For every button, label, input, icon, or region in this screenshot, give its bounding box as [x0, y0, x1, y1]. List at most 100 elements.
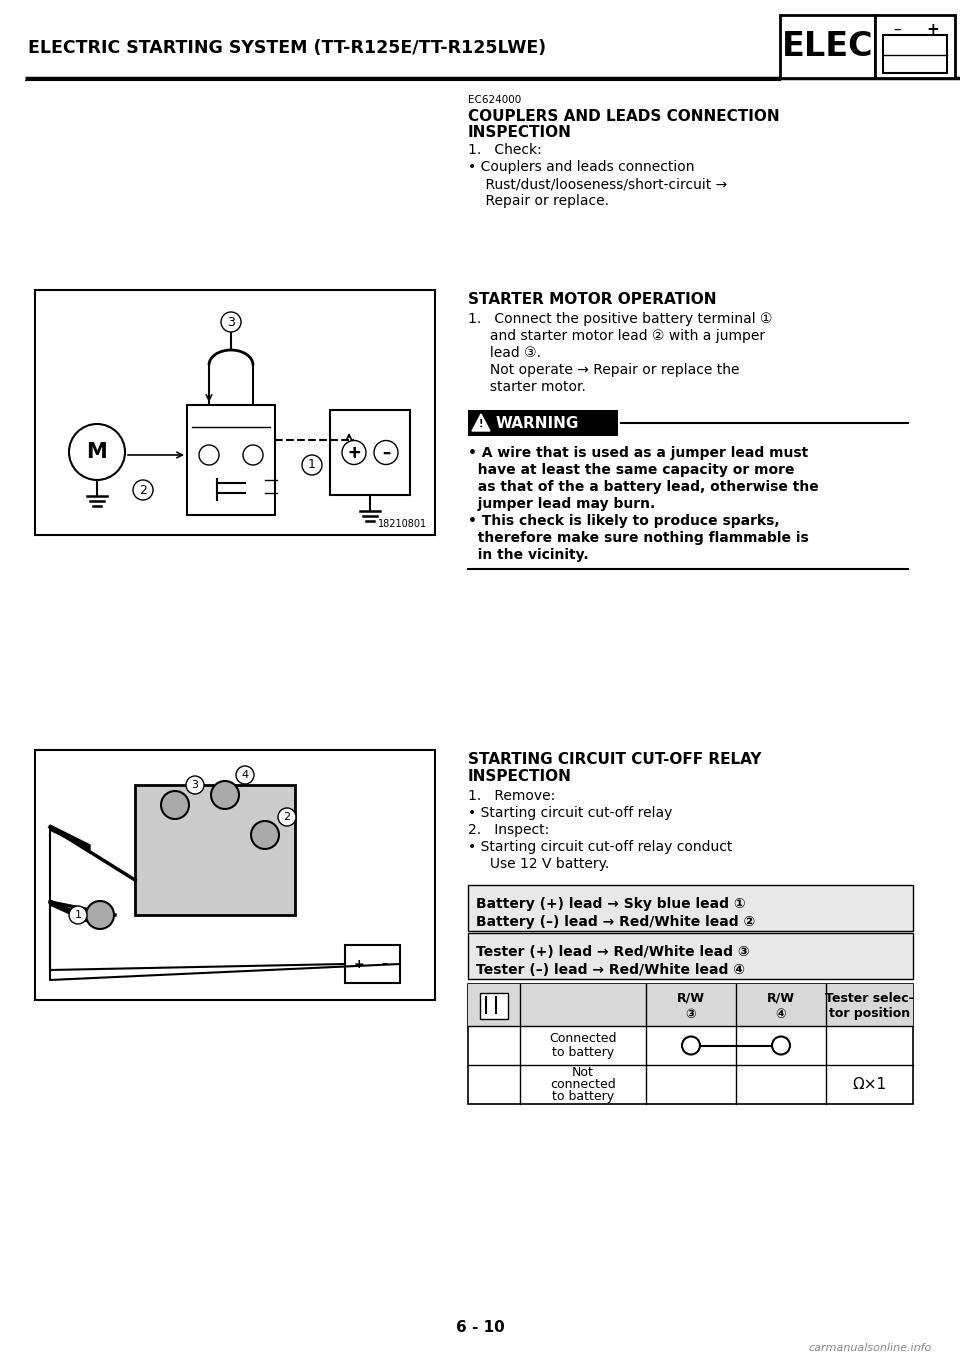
Text: Battery (+) lead → Sky blue lead ①: Battery (+) lead → Sky blue lead ① — [476, 898, 746, 911]
Bar — [468, 410, 618, 436]
Bar — [35, 750, 435, 999]
Bar — [875, 15, 955, 77]
Text: 1.   Connect the positive battery terminal ①: 1. Connect the positive battery terminal… — [468, 312, 773, 326]
Text: WARNING: WARNING — [496, 416, 580, 430]
Text: lead ③.: lead ③. — [468, 346, 541, 360]
Circle shape — [133, 479, 153, 500]
Text: • Starting circuit cut-off relay conduct: • Starting circuit cut-off relay conduct — [468, 841, 732, 854]
Bar — [883, 35, 947, 73]
Text: Not operate → Repair or replace the: Not operate → Repair or replace the — [468, 363, 739, 378]
Circle shape — [161, 790, 189, 819]
Text: therefore make sure nothing flammable is: therefore make sure nothing flammable is — [468, 531, 808, 545]
Circle shape — [199, 445, 219, 464]
Text: tor position: tor position — [828, 1008, 910, 1020]
Text: 4: 4 — [241, 770, 249, 779]
Polygon shape — [50, 900, 90, 923]
Text: Ω×1: Ω×1 — [852, 1077, 887, 1092]
Circle shape — [69, 424, 125, 479]
Text: to battery: to battery — [552, 1090, 614, 1103]
Circle shape — [278, 808, 296, 826]
Bar — [135, 785, 295, 915]
Text: 1: 1 — [75, 910, 82, 919]
Text: • This check is likely to produce sparks,: • This check is likely to produce sparks… — [468, 513, 780, 528]
Polygon shape — [472, 414, 490, 430]
Text: ③: ③ — [685, 1008, 696, 1020]
Text: • A wire that is used as a jumper lead must: • A wire that is used as a jumper lead m… — [468, 445, 808, 460]
Text: EC624000: EC624000 — [468, 95, 521, 105]
Circle shape — [243, 445, 263, 464]
Text: STARTING CIRCUIT CUT-OFF RELAY: STARTING CIRCUIT CUT-OFF RELAY — [468, 752, 761, 767]
Text: and starter motor lead ② with a jumper: and starter motor lead ② with a jumper — [468, 329, 765, 344]
Text: connected: connected — [550, 1078, 616, 1090]
Text: –: – — [893, 22, 900, 37]
Text: Battery (–) lead → Red/White lead ②: Battery (–) lead → Red/White lead ② — [476, 915, 756, 929]
Text: • Starting circuit cut-off relay: • Starting circuit cut-off relay — [468, 807, 672, 820]
Text: ④: ④ — [776, 1008, 786, 1020]
Text: ELECTRIC STARTING SYSTEM (TT-R125E/TT-R125LWE): ELECTRIC STARTING SYSTEM (TT-R125E/TT-R1… — [28, 39, 546, 57]
Circle shape — [772, 1036, 790, 1055]
Text: ELEC: ELEC — [781, 30, 874, 62]
Bar — [468, 933, 913, 979]
Text: R/W: R/W — [767, 991, 795, 1005]
Bar — [780, 15, 875, 77]
Circle shape — [302, 455, 322, 475]
Bar — [468, 885, 913, 932]
Text: Tester selec-: Tester selec- — [826, 991, 914, 1005]
Text: have at least the same capacity or more: have at least the same capacity or more — [468, 463, 795, 477]
Text: in the vicinity.: in the vicinity. — [468, 549, 588, 562]
Text: +: + — [348, 444, 361, 462]
Text: !: ! — [479, 420, 483, 429]
Text: Tester (+) lead → Red/White lead ③: Tester (+) lead → Red/White lead ③ — [476, 945, 750, 959]
Text: 6 - 10: 6 - 10 — [456, 1320, 504, 1335]
Text: –: – — [382, 444, 390, 462]
Bar — [187, 405, 275, 515]
Text: 2: 2 — [139, 483, 147, 497]
Text: –: – — [382, 957, 388, 971]
Text: 18210801: 18210801 — [378, 519, 427, 530]
Text: +: + — [353, 957, 364, 971]
Text: 3: 3 — [228, 315, 235, 329]
Text: Tester (–) lead → Red/White lead ④: Tester (–) lead → Red/White lead ④ — [476, 963, 745, 976]
Polygon shape — [50, 826, 90, 850]
Text: +: + — [926, 22, 940, 37]
Text: Connected: Connected — [549, 1032, 616, 1046]
Bar — [345, 945, 400, 983]
Bar — [330, 410, 410, 496]
Text: 1.   Check:: 1. Check: — [468, 143, 541, 158]
Text: Repair or replace.: Repair or replace. — [468, 194, 609, 208]
Text: Rust/dust/looseness/short-circuit →: Rust/dust/looseness/short-circuit → — [468, 177, 728, 191]
Bar — [468, 985, 913, 1027]
Circle shape — [221, 312, 241, 331]
Circle shape — [682, 1036, 700, 1055]
Circle shape — [211, 781, 239, 809]
Circle shape — [342, 440, 366, 464]
Text: R/W: R/W — [677, 991, 705, 1005]
Text: STARTER MOTOR OPERATION: STARTER MOTOR OPERATION — [468, 292, 716, 307]
Bar — [480, 993, 508, 1018]
Text: carmanualsonline.info: carmanualsonline.info — [808, 1343, 931, 1353]
Text: 1.   Remove:: 1. Remove: — [468, 789, 555, 803]
Text: as that of the a battery lead, otherwise the: as that of the a battery lead, otherwise… — [468, 479, 819, 494]
Text: COUPLERS AND LEADS CONNECTION: COUPLERS AND LEADS CONNECTION — [468, 109, 780, 124]
Circle shape — [374, 440, 398, 464]
Text: M: M — [86, 441, 108, 462]
Text: starter motor.: starter motor. — [468, 380, 586, 394]
Text: –: – — [382, 445, 390, 460]
Circle shape — [86, 900, 114, 929]
Text: • Couplers and leads connection: • Couplers and leads connection — [468, 160, 694, 174]
Text: 2: 2 — [283, 812, 291, 822]
Text: jumper lead may burn.: jumper lead may burn. — [468, 497, 656, 511]
Circle shape — [69, 906, 87, 923]
Text: Use 12 V battery.: Use 12 V battery. — [468, 857, 610, 870]
Text: 3: 3 — [191, 779, 199, 790]
Text: 2.   Inspect:: 2. Inspect: — [468, 823, 549, 837]
Text: +: + — [348, 445, 360, 460]
Text: INSPECTION: INSPECTION — [468, 125, 572, 140]
Bar — [468, 985, 913, 1104]
Text: 1: 1 — [308, 459, 316, 471]
Text: INSPECTION: INSPECTION — [468, 769, 572, 784]
Circle shape — [186, 775, 204, 794]
Circle shape — [251, 822, 279, 849]
Bar — [35, 291, 435, 535]
Text: to battery: to battery — [552, 1046, 614, 1059]
